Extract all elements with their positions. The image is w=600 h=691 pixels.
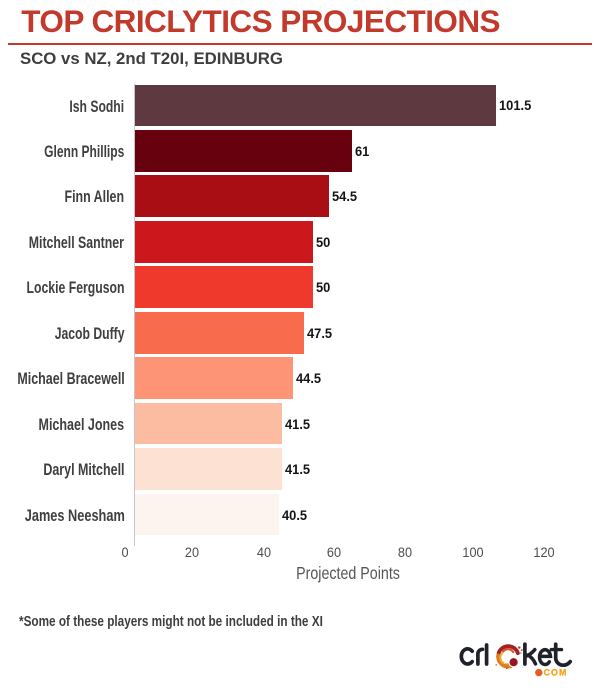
svg-text:COM: COM [544, 668, 568, 678]
